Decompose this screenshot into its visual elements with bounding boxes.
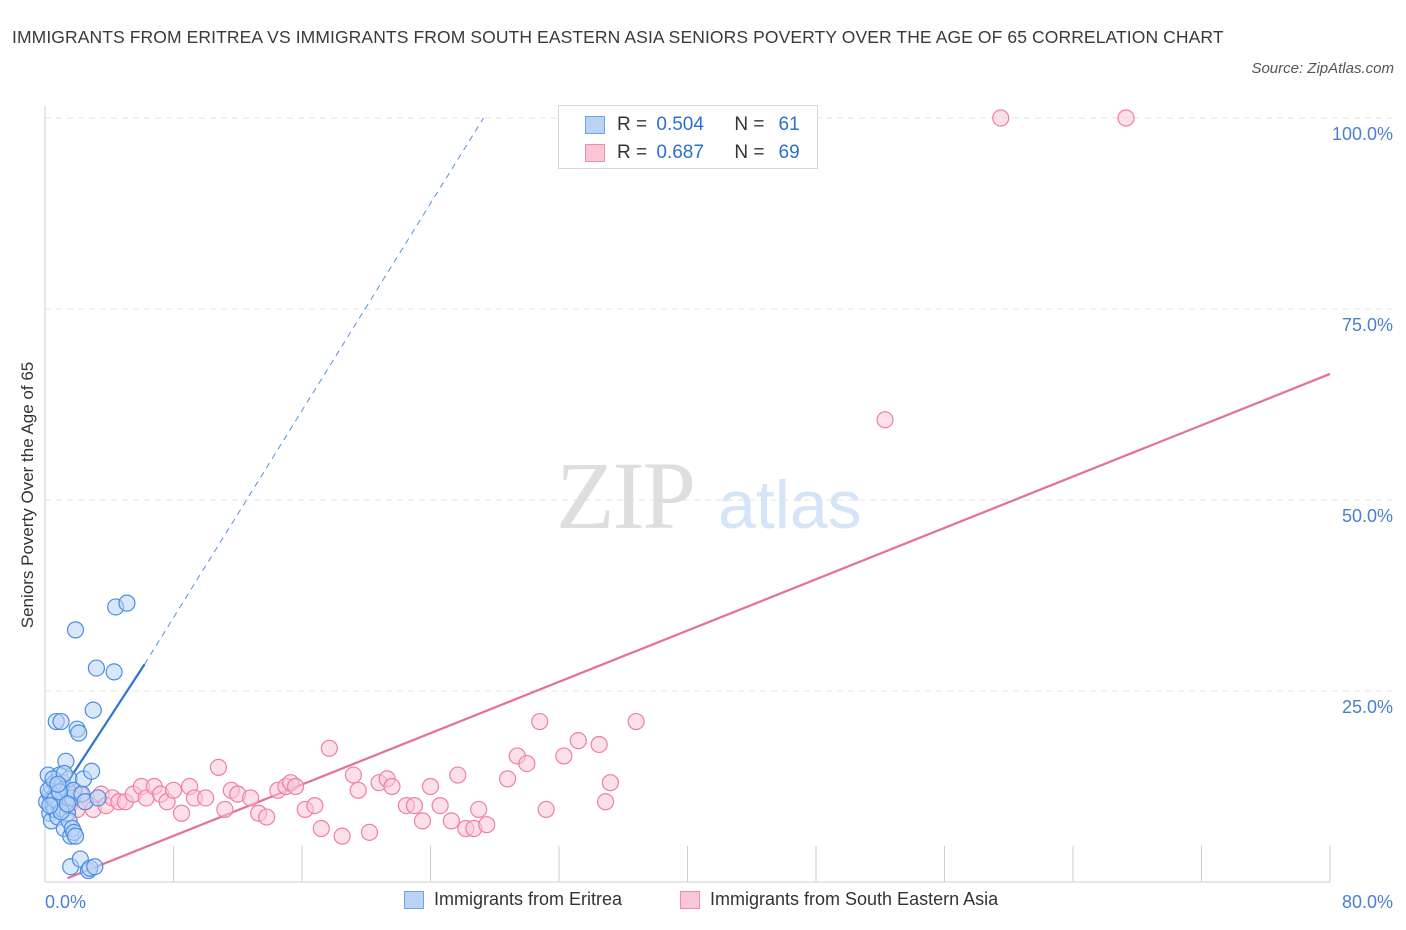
sea-swatch: [680, 890, 700, 909]
sea-point: [286, 777, 305, 796]
sea-point: [876, 411, 894, 429]
axes: [44, 106, 1331, 883]
sea-point: [992, 109, 1010, 127]
sea-point: [431, 796, 449, 815]
eritrea-point: [84, 701, 102, 719]
r-value: 0.687: [656, 142, 704, 163]
watermark-zip: ZIP: [556, 442, 694, 549]
stats-row-eritrea: R = 0.504 N = 61: [585, 110, 800, 140]
y-tick-label: 25.0%: [1342, 697, 1393, 717]
eritrea-point: [66, 827, 85, 845]
x-tick-label: 80.0%: [1342, 892, 1393, 912]
sea-point: [518, 754, 536, 773]
eritrea-point: [86, 858, 104, 876]
sea-point: [470, 800, 488, 819]
sea-point: [601, 774, 620, 792]
legend: Immigrants from Eritrea Immigrants from …: [0, 889, 1406, 915]
eritrea-point: [118, 594, 136, 612]
sea-point: [1117, 109, 1135, 127]
eritrea-point: [87, 659, 106, 677]
r-label: R =: [617, 114, 648, 135]
sea-point: [216, 800, 234, 819]
eritrea-point: [82, 762, 101, 780]
sea-point: [413, 812, 432, 830]
sea-swatch: [585, 144, 605, 162]
sea-point: [172, 804, 191, 822]
sea-point: [164, 781, 183, 799]
sea-point: [627, 712, 645, 731]
sea-point: [555, 747, 573, 765]
y-tick-label: 50.0%: [1342, 506, 1393, 526]
sea-point: [531, 712, 549, 731]
n-value: 69: [778, 142, 800, 163]
eritrea-swatch: [585, 116, 605, 134]
sea-point: [360, 823, 379, 841]
n-label: N =: [734, 142, 765, 163]
sea-point: [306, 796, 324, 815]
eritrea-swatch: [404, 890, 424, 909]
eritrea-point: [70, 724, 88, 742]
sea-point: [242, 789, 260, 807]
data-points: [38, 109, 1135, 880]
stats-row-sea: R = 0.687 N = 69: [585, 138, 800, 168]
sea-point: [258, 808, 276, 826]
sea-point: [349, 781, 367, 799]
n-label: N =: [734, 114, 765, 135]
sea-point: [333, 827, 351, 845]
legend-label: Immigrants from South Eastern Asia: [710, 889, 999, 909]
source-credit: Source: ZipAtlas.com: [1251, 60, 1394, 77]
sea-point: [405, 796, 424, 815]
sea-point: [383, 777, 401, 796]
sea-point: [537, 800, 555, 819]
tick-labels: 25.0% 50.0% 75.0% 100.0% 0.0% 80.0%: [45, 124, 1393, 912]
sea-point: [596, 793, 615, 811]
eritrea-point: [58, 795, 77, 813]
y-tick-label: 75.0%: [1342, 315, 1393, 335]
trend-line-eritrea-extended: [144, 117, 484, 665]
watermark-atlas: atlas: [718, 467, 862, 543]
y-tick-label: 100.0%: [1332, 124, 1393, 144]
eritrea-point: [89, 789, 107, 807]
sea-point: [590, 735, 608, 754]
n-value: 61: [778, 114, 800, 135]
sea-point: [449, 766, 467, 784]
sea-point: [344, 766, 362, 784]
legend-label: Immigrants from Eritrea: [434, 889, 623, 909]
sea-point: [442, 812, 460, 830]
sea-point: [209, 758, 228, 777]
eritrea-point: [41, 796, 59, 815]
sea-point: [320, 739, 338, 757]
eritrea-point: [66, 621, 85, 639]
sea-point: [499, 770, 517, 788]
sea-point: [478, 816, 496, 834]
stats-box: R = 0.504 N = 61 R = 0.687 N = 69: [558, 105, 818, 169]
sea-point: [312, 819, 330, 838]
eritrea-point: [105, 663, 123, 681]
sea-point: [197, 789, 215, 807]
eritrea-point: [52, 712, 70, 731]
x-tick-label: 0.0%: [45, 892, 86, 912]
r-label: R =: [617, 142, 648, 163]
legend-item-sea[interactable]: Immigrants from South Eastern Asia: [680, 889, 998, 910]
eritrea-point: [49, 775, 67, 793]
sea-point: [421, 777, 440, 796]
grid-lines: [45, 117, 1392, 692]
sea-point: [569, 732, 587, 750]
r-value: 0.504: [656, 114, 704, 135]
chart-title: IMMIGRANTS FROM ERITREA VS IMMIGRANTS FR…: [12, 27, 1224, 47]
legend-item-eritrea[interactable]: Immigrants from Eritrea: [404, 889, 622, 910]
